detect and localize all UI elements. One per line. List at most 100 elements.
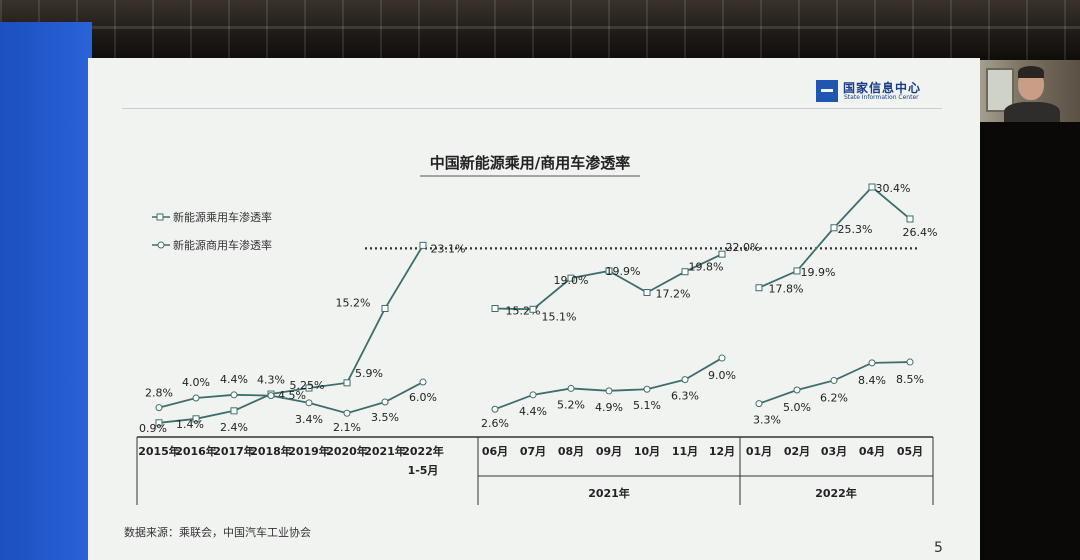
x-tick-label: 01月 bbox=[746, 445, 772, 458]
data-source-note: 数据来源：乘联会，中国汽车工业协会 bbox=[124, 526, 311, 539]
m2022-commercial-data-label: 6.2% bbox=[820, 391, 848, 404]
annual-passenger-data-label: 15.2% bbox=[336, 297, 371, 310]
m2022-passenger-point bbox=[906, 215, 914, 223]
annual-commercial-point bbox=[230, 391, 238, 399]
m2021-commercial-data-label: 4.9% bbox=[595, 401, 623, 414]
m2021-commercial-data-label: 9.0% bbox=[708, 369, 736, 382]
annual-passenger-point bbox=[343, 379, 351, 387]
logo-text-cn: 国家信息中心 bbox=[843, 81, 922, 95]
logo-text-en: State Information Center bbox=[844, 94, 919, 101]
annual-passenger-point bbox=[192, 415, 200, 423]
side-screen-blue bbox=[0, 22, 92, 560]
chart-title: 中国新能源乘用/商用车渗透率 bbox=[430, 154, 630, 172]
annual-commercial-point bbox=[419, 378, 427, 386]
m2021-commercial-point bbox=[681, 376, 689, 384]
m2021-commercial-data-label: 4.4% bbox=[519, 405, 547, 418]
x-tick-label: 2020年 bbox=[326, 444, 368, 458]
annual-commercial-line bbox=[158, 381, 424, 415]
m2021-commercial-data-label: 5.1% bbox=[633, 399, 661, 412]
background-dark bbox=[978, 60, 1080, 560]
m2021-commercial-data-label: 6.3% bbox=[671, 390, 699, 403]
m2022-passenger-data-label: 30.4% bbox=[876, 182, 911, 195]
m2021-passenger-data-label: 19.8% bbox=[689, 261, 724, 274]
m2022-passenger-data-label: 26.4% bbox=[903, 226, 938, 239]
annual-passenger-line bbox=[158, 244, 424, 424]
x-tick-label: 11月 bbox=[672, 445, 698, 458]
m2022-commercial-point bbox=[868, 359, 876, 367]
x-tick-label: 05月 bbox=[897, 445, 923, 458]
annual-passenger-data-label: 5.9% bbox=[355, 367, 383, 380]
m2021-commercial-point bbox=[605, 387, 613, 395]
annual-commercial-point bbox=[155, 404, 163, 412]
legend-entry-2: 新能源商用车渗透率 bbox=[173, 238, 272, 252]
m2021-commercial-point bbox=[718, 354, 726, 362]
m2021-passenger-point bbox=[491, 305, 499, 312]
annual-passenger-point bbox=[305, 384, 313, 392]
annual-passenger-point bbox=[419, 241, 427, 249]
annual-commercial-data-label: 2.8% bbox=[145, 387, 173, 400]
annual-commercial-point bbox=[305, 399, 313, 407]
annual-passenger-point bbox=[230, 407, 238, 415]
annual-commercial-data-label: 6.0% bbox=[409, 391, 437, 404]
m2022-commercial-data-label: 8.4% bbox=[858, 374, 886, 387]
m2021-commercial-point bbox=[491, 405, 499, 413]
annual-commercial-point bbox=[267, 392, 275, 400]
m2021-passenger-point bbox=[681, 268, 689, 276]
m2022-passenger-point bbox=[755, 284, 763, 292]
annual-passenger-data-label: 5.25% bbox=[290, 379, 325, 392]
x-tick-label: 2022年 bbox=[402, 444, 444, 458]
x-tick-sublabel: 1-5月 bbox=[408, 464, 439, 477]
x-group-label-2021: 2021年 bbox=[588, 486, 630, 500]
x-tick-label: 04月 bbox=[859, 445, 885, 458]
legend-entry-1: 新能源乘用车渗透率 bbox=[173, 210, 272, 224]
x-tick-label: 06月 bbox=[482, 445, 508, 458]
m2021-passenger-data-label: 19.0% bbox=[554, 274, 589, 287]
m2021-passenger-data-label: 15.1% bbox=[542, 310, 577, 323]
m2021-commercial-point bbox=[567, 384, 575, 392]
annual-commercial-data-label: 3.4% bbox=[295, 413, 323, 426]
m2021-commercial-point bbox=[529, 391, 537, 399]
x-tick-label: 2017年 bbox=[213, 444, 255, 458]
annual-commercial-data-label: 2.1% bbox=[333, 421, 361, 434]
m2022-passenger-point bbox=[793, 267, 801, 275]
annual-commercial-point bbox=[192, 394, 200, 402]
m2021-commercial-point bbox=[643, 385, 651, 393]
annual-commercial-data-label: 4.0% bbox=[182, 376, 210, 389]
x-tick-label: 2016年 bbox=[175, 444, 217, 458]
m2021-passenger-point bbox=[643, 289, 651, 297]
m2021-passenger-point bbox=[605, 267, 613, 275]
m2021-commercial-data-label: 2.6% bbox=[481, 417, 509, 430]
m2021-passenger-data-label: 22.0% bbox=[726, 241, 761, 254]
logo-icon bbox=[816, 80, 838, 102]
annual-commercial-point bbox=[381, 398, 389, 406]
x-tick-label: 2015年 bbox=[138, 444, 180, 458]
m2022-commercial-point bbox=[755, 400, 763, 408]
page-number: 5 bbox=[934, 540, 943, 556]
legend-swatch-marker-circle bbox=[157, 241, 165, 249]
x-tick-label: 12月 bbox=[709, 445, 735, 458]
x-group-label-2022: 2022年 bbox=[815, 486, 857, 500]
m2021-passenger-point bbox=[529, 305, 537, 313]
m2022-commercial-data-label: 8.5% bbox=[896, 373, 924, 386]
annual-commercial-data-label: 4.3% bbox=[257, 374, 285, 387]
m2022-passenger-data-label: 25.3% bbox=[838, 223, 873, 236]
x-tick-label: 2018年 bbox=[250, 444, 292, 458]
m2022-commercial-data-label: 3.3% bbox=[753, 414, 781, 427]
m2021-passenger-data-label: 17.2% bbox=[656, 288, 691, 301]
header-rule bbox=[122, 108, 942, 109]
m2022-passenger-point bbox=[868, 183, 876, 191]
presenter-hair bbox=[1018, 66, 1044, 78]
annual-commercial-data-label: 4.4% bbox=[220, 373, 248, 386]
m2022-passenger-data-label: 19.9% bbox=[801, 266, 836, 279]
m2022-passenger-point bbox=[830, 224, 838, 232]
webcam-feed bbox=[980, 60, 1080, 122]
ceiling-lights bbox=[0, 0, 1080, 60]
legend-swatch-marker-square bbox=[156, 213, 164, 221]
logo: 国家信息中心 State Information Center bbox=[816, 80, 946, 102]
presenter-body bbox=[1004, 102, 1060, 122]
m2022-commercial-data-label: 5.0% bbox=[783, 401, 811, 414]
annual-passenger-data-label: 2.4% bbox=[220, 421, 248, 434]
x-tick-label: 02月 bbox=[784, 445, 810, 458]
annual-commercial-data-label: 3.5% bbox=[371, 411, 399, 424]
